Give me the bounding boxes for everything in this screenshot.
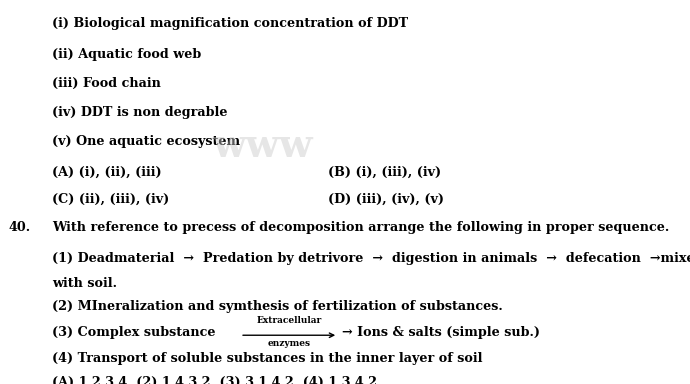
Text: 40.: 40.: [8, 221, 30, 234]
Text: (iii) Food chain: (iii) Food chain: [52, 77, 161, 90]
Text: (2) MIneralization and symthesis of fertilization of substances.: (2) MIneralization and symthesis of fert…: [52, 300, 502, 313]
Text: (v) One aquatic ecosystem: (v) One aquatic ecosystem: [52, 135, 240, 148]
Text: (A) (i), (ii), (iii): (A) (i), (ii), (iii): [52, 166, 161, 179]
Text: (iv) DDT is non degrable: (iv) DDT is non degrable: [52, 106, 227, 119]
Text: www: www: [212, 127, 313, 165]
Text: (A) 1,2,3,4  (2) 1,4,3,2  (3) 3,1,4,2  (4) 1,3,4,2: (A) 1,2,3,4 (2) 1,4,3,2 (3) 3,1,4,2 (4) …: [52, 376, 377, 384]
Text: enzymes: enzymes: [268, 339, 310, 348]
Text: (3) Complex substance: (3) Complex substance: [52, 326, 219, 339]
Text: (D) (iii), (iv), (v): (D) (iii), (iv), (v): [328, 193, 444, 206]
Text: with soil.: with soil.: [52, 277, 117, 290]
Text: Extracellular: Extracellular: [257, 316, 322, 325]
Text: (4) Transport of soluble substances in the inner layer of soil: (4) Transport of soluble substances in t…: [52, 352, 482, 365]
Text: With reference to precess of decomposition arrange the following in proper seque: With reference to precess of decompositi…: [52, 221, 669, 234]
Text: (1) Deadmaterial  →  Predation by detrivore  →  digestion in animals  →  defecat: (1) Deadmaterial → Predation by detrivor…: [52, 252, 690, 265]
Text: (C) (ii), (iii), (iv): (C) (ii), (iii), (iv): [52, 193, 169, 206]
Text: (i) Biological magnification concentration of DDT: (i) Biological magnification concentrati…: [52, 17, 408, 30]
Text: (ii) Aquatic food web: (ii) Aquatic food web: [52, 48, 201, 61]
Text: → Ions & salts (simple sub.): → Ions & salts (simple sub.): [342, 326, 540, 339]
Text: (B) (i), (iii), (iv): (B) (i), (iii), (iv): [328, 166, 441, 179]
